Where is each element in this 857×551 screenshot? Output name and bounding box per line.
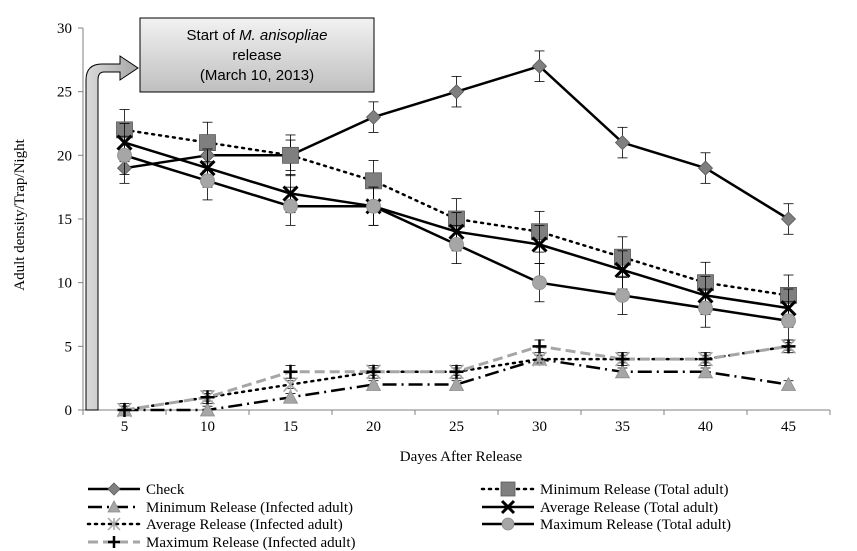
y-tick-label: 5 <box>65 339 73 355</box>
data-point <box>282 377 299 393</box>
release-callout-line1: Start of M. anisopliae <box>187 27 328 44</box>
y-tick-label: 0 <box>65 403 73 419</box>
x-tick-label: 35 <box>615 419 630 435</box>
legend-label: Average Release (Infected adult) <box>146 517 343 533</box>
data-point <box>282 146 299 164</box>
x-tick-label: 30 <box>532 419 547 435</box>
release-annotation: Start of M. anisopliae release (March 10… <box>85 17 375 411</box>
data-point <box>282 389 299 404</box>
data-point <box>117 403 132 417</box>
x-tick-label: 45 <box>781 419 796 435</box>
series-layer <box>116 50 797 418</box>
data-point <box>200 390 215 405</box>
legend-item: Maximum Release (Infected adult) <box>88 535 356 551</box>
data-point <box>449 237 464 252</box>
data-point <box>283 198 298 214</box>
legend: Check Minimum Release (Total adult) Minimu… <box>86 481 731 551</box>
data-point <box>532 339 547 354</box>
data-point <box>366 364 381 379</box>
legend-swatch-marker <box>501 517 515 531</box>
legend-label: Maximum Release (Infected adult) <box>146 535 356 551</box>
y-tick-label: 15 <box>57 212 72 228</box>
y-tick-label: 20 <box>57 148 72 164</box>
y-tick-label: 10 <box>57 276 72 292</box>
data-point <box>531 58 548 74</box>
y-tick-label: 30 <box>57 21 72 37</box>
data-point <box>614 261 631 278</box>
legend-item: Minimum Release (Total adult) <box>480 481 729 498</box>
legend-item: Minimum Release (Infected adult) <box>88 500 353 516</box>
data-point <box>448 376 465 391</box>
legend-swatch-marker <box>107 500 121 513</box>
data-point <box>199 134 216 152</box>
data-point <box>449 364 464 379</box>
release-arrow <box>85 55 139 411</box>
data-point <box>365 109 382 125</box>
data-point <box>532 275 547 291</box>
data-point <box>614 135 631 151</box>
data-point <box>199 402 216 417</box>
release-callout-line3: (March 10, 2013) <box>200 67 314 84</box>
legend-swatch-marker <box>107 482 121 496</box>
series-5 <box>117 135 796 341</box>
series-6 <box>117 339 796 417</box>
legend-item: Average Release (Infected adult) <box>86 517 343 533</box>
release-callout-box <box>139 17 375 93</box>
series-line <box>124 357 789 412</box>
data-point <box>365 376 382 391</box>
data-point <box>614 363 631 379</box>
data-point <box>283 364 298 379</box>
legend-swatch-marker <box>108 536 120 548</box>
release-callout-line2: release <box>232 47 281 64</box>
data-point <box>780 211 797 227</box>
legend-label: Check <box>146 482 185 498</box>
x-tick-label: 25 <box>449 419 464 435</box>
legend-swatch-marker <box>500 499 516 515</box>
data-point <box>200 173 215 189</box>
y-axis-ticks: 0 5 10 15 20 25 30 <box>57 21 83 419</box>
series-2 <box>116 351 797 417</box>
x-tick-label: 40 <box>698 419 713 435</box>
legend-item: Check <box>88 482 185 498</box>
y-axis-label: Adult density/Trap/Night <box>12 138 28 290</box>
legend-item: Maximum Release (Total adult) <box>482 517 731 533</box>
x-axis-label: Dayes After Release <box>400 449 523 465</box>
legend-label: Minimum Release (Total adult) <box>540 482 729 498</box>
data-point <box>781 339 796 354</box>
data-point <box>780 376 797 391</box>
x-axis-ticks: 5 10 15 20 25 30 35 40 45 <box>82 410 831 435</box>
data-point <box>781 313 796 329</box>
data-point <box>698 300 713 316</box>
data-point <box>117 147 132 163</box>
data-point <box>448 84 465 100</box>
data-point <box>615 352 630 367</box>
data-point <box>615 287 630 303</box>
legend-swatch-marker <box>107 517 121 531</box>
legend-swatch-marker <box>500 481 516 497</box>
x-tick-label: 20 <box>366 419 381 435</box>
data-point <box>531 236 548 253</box>
data-point <box>697 363 714 379</box>
x-tick-label: 5 <box>121 419 129 435</box>
data-point <box>697 160 714 176</box>
x-tick-label: 10 <box>200 419 215 435</box>
legend-label: Maximum Release (Total adult) <box>540 517 731 533</box>
legend-item: Average Release (Total adult) <box>482 499 718 516</box>
data-point <box>365 172 382 190</box>
legend-label: Average Release (Total adult) <box>540 500 718 516</box>
y-tick-label: 25 <box>57 85 72 101</box>
x-tick-label: 15 <box>283 419 298 435</box>
data-point <box>698 352 713 367</box>
data-point <box>531 351 548 367</box>
data-point <box>366 198 381 214</box>
legend-label: Minimum Release (Infected adult) <box>146 500 353 516</box>
